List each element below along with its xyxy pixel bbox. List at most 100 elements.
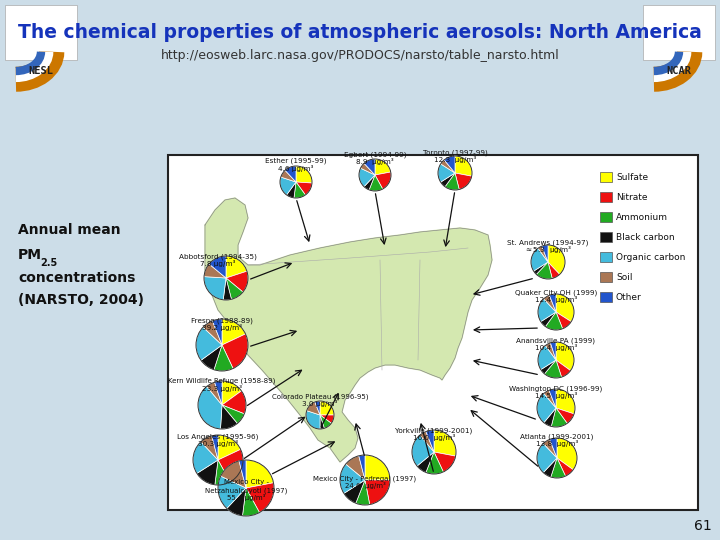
Text: Toronto (1997-99): Toronto (1997-99) <box>423 149 487 156</box>
Wedge shape <box>534 262 548 274</box>
Text: (NARSTO, 2004): (NARSTO, 2004) <box>18 293 144 307</box>
Wedge shape <box>369 175 383 191</box>
Wedge shape <box>550 342 556 360</box>
Wedge shape <box>218 476 246 509</box>
Text: Soil: Soil <box>616 273 632 281</box>
Text: 12.4  μg/m³: 12.4 μg/m³ <box>535 296 577 303</box>
Bar <box>600 272 612 282</box>
Wedge shape <box>320 401 334 415</box>
Text: 61: 61 <box>694 519 712 533</box>
Wedge shape <box>538 246 548 262</box>
Wedge shape <box>246 460 274 488</box>
Wedge shape <box>544 440 557 458</box>
Wedge shape <box>549 438 557 458</box>
Text: Colorado Plateau (1996-95): Colorado Plateau (1996-95) <box>271 393 368 400</box>
Wedge shape <box>222 405 244 423</box>
Text: Kern Wildlife Refuge (1958-89): Kern Wildlife Refuge (1958-89) <box>168 378 276 384</box>
Wedge shape <box>361 163 375 175</box>
Wedge shape <box>220 405 238 429</box>
Text: 2.5: 2.5 <box>40 258 58 268</box>
Bar <box>5 5 77 60</box>
Wedge shape <box>546 343 556 360</box>
Wedge shape <box>346 456 365 480</box>
Wedge shape <box>556 294 574 322</box>
Wedge shape <box>214 345 233 371</box>
Wedge shape <box>281 170 296 182</box>
Wedge shape <box>226 278 243 299</box>
Bar <box>168 155 698 510</box>
Wedge shape <box>220 461 246 488</box>
Bar <box>600 252 612 262</box>
Text: Washington DC (1996-99): Washington DC (1996-99) <box>509 385 603 392</box>
Wedge shape <box>359 455 365 480</box>
Wedge shape <box>544 360 562 378</box>
Wedge shape <box>287 182 296 198</box>
Text: Anandsville PA (1999): Anandsville PA (1999) <box>516 337 595 343</box>
Text: 8.9  μg/m³: 8.9 μg/m³ <box>356 158 394 165</box>
Text: Atlanta (1999-2001): Atlanta (1999-2001) <box>521 433 594 440</box>
Text: Los Angeles (1995-96): Los Angeles (1995-96) <box>177 433 258 440</box>
Wedge shape <box>549 389 556 408</box>
Wedge shape <box>215 381 222 405</box>
Text: 24.6  μg/m³: 24.6 μg/m³ <box>345 482 385 489</box>
Bar <box>600 172 612 182</box>
Wedge shape <box>536 262 552 279</box>
Wedge shape <box>412 435 434 466</box>
Text: St. Andrews (1994-97): St. Andrews (1994-97) <box>508 239 589 246</box>
Wedge shape <box>556 342 574 370</box>
Text: 13.8  μg/m³: 13.8 μg/m³ <box>536 440 578 447</box>
Text: 39.2 μg/m³: 39.2 μg/m³ <box>202 324 242 331</box>
Wedge shape <box>307 402 320 415</box>
Wedge shape <box>556 389 575 414</box>
Wedge shape <box>344 480 365 503</box>
Text: 7.8 μg/m³: 7.8 μg/m³ <box>200 260 235 267</box>
Wedge shape <box>557 458 573 476</box>
Wedge shape <box>207 382 222 405</box>
Wedge shape <box>531 248 548 271</box>
Wedge shape <box>441 173 455 187</box>
Wedge shape <box>444 156 455 173</box>
Wedge shape <box>222 391 246 414</box>
Wedge shape <box>359 168 375 187</box>
Wedge shape <box>209 256 226 278</box>
Wedge shape <box>306 411 320 429</box>
Wedge shape <box>445 173 459 190</box>
Wedge shape <box>222 334 248 368</box>
Wedge shape <box>538 346 556 370</box>
Wedge shape <box>246 483 274 512</box>
Wedge shape <box>218 435 240 460</box>
Wedge shape <box>201 345 222 370</box>
Wedge shape <box>365 455 390 480</box>
Wedge shape <box>544 458 557 477</box>
Wedge shape <box>538 299 556 322</box>
Text: Quaker City OH (1999): Quaker City OH (1999) <box>515 289 597 295</box>
Text: http://eosweb.larc.nasa.gov/PRODOCS/narsto/table_narsto.html: http://eosweb.larc.nasa.gov/PRODOCS/nars… <box>161 50 559 63</box>
Wedge shape <box>420 431 434 452</box>
Text: Abbotsford (1994-35): Abbotsford (1994-35) <box>179 253 257 260</box>
Text: Fresno (1988-89): Fresno (1988-89) <box>191 317 253 323</box>
Wedge shape <box>340 464 365 494</box>
Wedge shape <box>375 159 391 175</box>
Wedge shape <box>365 480 390 504</box>
Text: Egbert (1994-99): Egbert (1994-99) <box>343 151 406 158</box>
Wedge shape <box>201 436 218 460</box>
Wedge shape <box>548 245 565 274</box>
Bar <box>600 292 612 302</box>
Wedge shape <box>285 166 296 182</box>
Wedge shape <box>223 278 231 300</box>
Text: Mexico City -: Mexico City - <box>223 479 269 485</box>
Wedge shape <box>544 408 556 427</box>
Text: PM: PM <box>18 248 42 262</box>
Text: 4.6 μg/m³: 4.6 μg/m³ <box>279 165 314 172</box>
Wedge shape <box>204 276 226 300</box>
Bar <box>600 212 612 222</box>
Bar <box>600 232 612 242</box>
Text: Ammonium: Ammonium <box>616 213 668 221</box>
Wedge shape <box>356 480 369 505</box>
Wedge shape <box>455 173 472 190</box>
Wedge shape <box>426 430 434 452</box>
Wedge shape <box>215 460 230 485</box>
Text: Yorkville (1999-2001): Yorkville (1999-2001) <box>395 427 472 434</box>
Wedge shape <box>434 452 456 472</box>
Wedge shape <box>537 443 557 472</box>
